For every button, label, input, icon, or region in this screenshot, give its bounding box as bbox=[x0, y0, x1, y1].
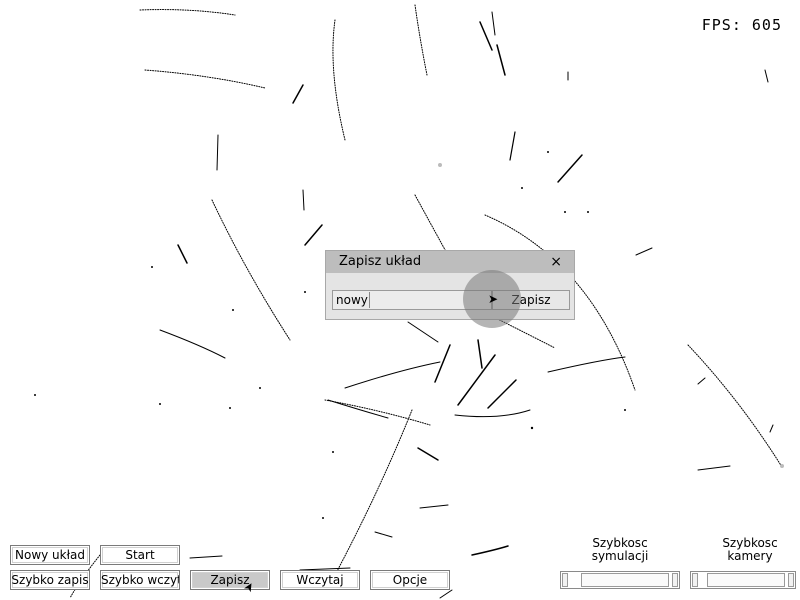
simulation-speed-label: Szybkosc symulacji bbox=[570, 537, 670, 563]
body-streak bbox=[477, 339, 483, 369]
options-button[interactable]: Opcje bbox=[370, 570, 450, 590]
orbit-trail bbox=[414, 4, 428, 76]
body-dot bbox=[229, 407, 231, 409]
body-streak bbox=[407, 321, 439, 343]
body-streak bbox=[189, 555, 223, 559]
body-dot bbox=[304, 291, 306, 293]
new-layout-button[interactable]: Nowy układ bbox=[10, 545, 90, 565]
body-dot bbox=[232, 309, 234, 311]
body-streak bbox=[509, 131, 516, 161]
start-button[interactable]: Start bbox=[100, 545, 180, 565]
orbit-trail bbox=[139, 9, 236, 16]
body-streak bbox=[417, 447, 439, 461]
save-button[interactable]: Zapisz bbox=[190, 570, 270, 590]
body-streak bbox=[454, 409, 531, 418]
orbit-trail bbox=[332, 19, 346, 141]
slider-thumb[interactable] bbox=[581, 573, 669, 587]
body-dot bbox=[530, 426, 534, 430]
body-streak bbox=[557, 154, 583, 183]
close-icon[interactable]: × bbox=[550, 254, 562, 270]
body-dot bbox=[259, 387, 261, 389]
dialog-save-button[interactable]: Zapisz bbox=[492, 290, 570, 310]
body-streak bbox=[471, 545, 509, 556]
quick-save-button[interactable]: Szybko zapis bbox=[10, 570, 90, 590]
body-dot bbox=[547, 151, 549, 153]
body-streak bbox=[216, 134, 219, 171]
orbit-trail bbox=[211, 199, 291, 341]
body-dot bbox=[521, 187, 523, 189]
body-dot bbox=[438, 163, 442, 167]
save-layout-dialog: Zapisz układ × nowy Zapisz bbox=[325, 250, 575, 320]
body-dot bbox=[564, 211, 566, 213]
body-dot bbox=[159, 403, 161, 405]
body-streak bbox=[159, 329, 226, 359]
body-streak bbox=[177, 244, 188, 264]
body-streak bbox=[302, 189, 305, 211]
body-streak bbox=[374, 531, 393, 538]
orbit-trail bbox=[69, 554, 101, 599]
body-streak bbox=[304, 224, 323, 246]
body-dot bbox=[151, 266, 153, 268]
body-streak bbox=[496, 44, 506, 76]
body-streak bbox=[491, 11, 496, 36]
body-streak bbox=[635, 247, 653, 256]
body-streak bbox=[769, 424, 774, 433]
orbit-trail bbox=[334, 409, 413, 576]
body-dot bbox=[624, 409, 626, 411]
dialog-titlebar[interactable]: Zapisz układ × bbox=[326, 251, 574, 273]
body-dot bbox=[587, 211, 589, 213]
body-streak bbox=[434, 344, 451, 383]
body-streak bbox=[479, 21, 493, 51]
orbit-trail bbox=[144, 69, 266, 89]
quick-load-button[interactable]: Szybko wczyt bbox=[100, 570, 180, 590]
camera-speed-label-line2: kamery bbox=[727, 549, 773, 563]
layout-name-value: nowy bbox=[336, 293, 368, 307]
load-button[interactable]: Wczytaj bbox=[280, 570, 360, 590]
dialog-title: Zapisz układ bbox=[339, 254, 422, 269]
slider-left-cap[interactable] bbox=[562, 573, 568, 587]
slider-right-cap[interactable] bbox=[788, 573, 794, 587]
body-dot bbox=[322, 517, 324, 519]
orbit-trail bbox=[687, 344, 783, 468]
layout-name-input[interactable]: nowy bbox=[332, 290, 492, 310]
body-streak bbox=[697, 465, 731, 471]
body-streak bbox=[299, 567, 351, 571]
body-streak bbox=[487, 379, 517, 409]
body-streak bbox=[547, 356, 626, 373]
body-streak bbox=[439, 589, 453, 599]
body-streak bbox=[764, 69, 769, 83]
body-streak bbox=[457, 354, 496, 406]
slider-right-cap[interactable] bbox=[672, 573, 678, 587]
camera-speed-label: Szybkosc kamery bbox=[700, 537, 800, 563]
fps-counter: FPS: 605 bbox=[701, 16, 782, 34]
orbit-trail bbox=[484, 214, 636, 391]
body-dot bbox=[780, 464, 784, 468]
camera-speed-slider[interactable] bbox=[690, 571, 796, 589]
simulation-speed-label-line1: Szybkosc bbox=[592, 536, 648, 550]
body-streak bbox=[697, 377, 706, 385]
orbit-trail bbox=[324, 399, 431, 426]
orbit-trail bbox=[429, 284, 556, 349]
body-streak bbox=[419, 504, 449, 509]
slider-left-cap[interactable] bbox=[692, 573, 698, 587]
text-caret bbox=[369, 292, 370, 308]
camera-speed-label-line1: Szybkosc bbox=[722, 536, 778, 550]
body-dot bbox=[34, 394, 36, 396]
simulation-speed-label-line2: symulacji bbox=[591, 549, 649, 563]
body-dot bbox=[332, 451, 334, 453]
simulation-speed-slider[interactable] bbox=[560, 571, 680, 589]
slider-thumb[interactable] bbox=[707, 573, 785, 587]
body-streak bbox=[327, 399, 389, 419]
body-streak bbox=[344, 361, 441, 389]
body-streak bbox=[292, 84, 304, 104]
